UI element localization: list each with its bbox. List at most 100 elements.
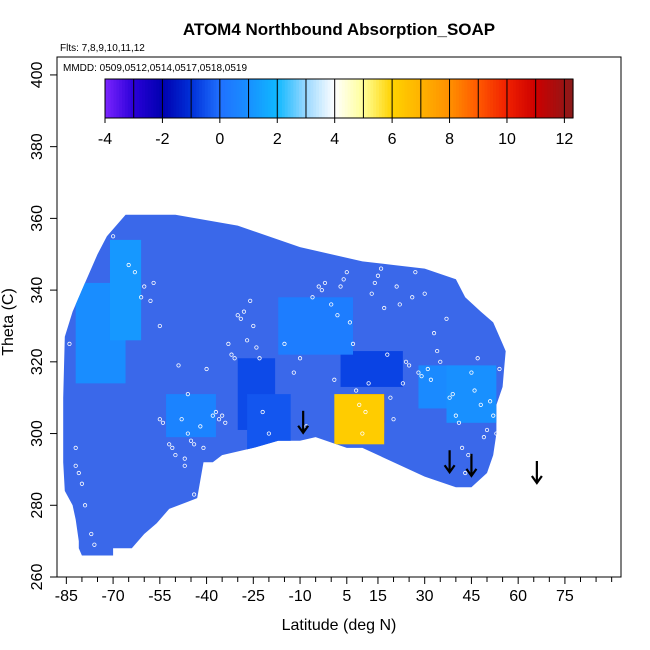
observation-point — [282, 341, 287, 346]
observation-point — [73, 463, 78, 468]
observation-point — [297, 356, 303, 361]
y-tick-label: 280 — [29, 492, 46, 519]
observation-point — [310, 295, 315, 300]
colorbar-swatch — [153, 79, 157, 118]
field-cell — [247, 394, 291, 452]
observation-point — [357, 402, 362, 407]
observation-point — [273, 445, 278, 450]
observation-point — [157, 323, 162, 329]
y-tick-label: 400 — [29, 61, 46, 88]
observation-point — [291, 370, 296, 375]
observation-point — [210, 413, 215, 418]
colorbar-swatch — [187, 79, 192, 118]
colorbar-swatch — [207, 79, 212, 118]
colorbar-swatch — [167, 79, 172, 118]
observation-point — [407, 363, 412, 368]
colorbar-swatch — [387, 79, 391, 118]
colorbar-swatch — [324, 79, 329, 118]
colorbar-swatch — [301, 79, 306, 118]
colorbar-swatch — [530, 79, 534, 118]
flight-arrow — [465, 453, 478, 478]
colorbar-swatch — [396, 79, 400, 118]
x-tick-label: -85 — [55, 588, 78, 605]
observation-point — [450, 392, 455, 397]
colorbar-swatch — [535, 79, 540, 118]
observation-point — [435, 348, 440, 354]
observation-point — [254, 345, 259, 350]
observation-point — [469, 370, 474, 375]
colorbar-swatch — [130, 79, 135, 118]
observation-point — [403, 359, 409, 364]
observation-point — [244, 338, 250, 343]
colorbar-swatch — [350, 79, 354, 118]
colorbar-swatch — [230, 79, 235, 118]
colorbar-swatch — [384, 79, 389, 118]
observation-point — [372, 280, 377, 286]
colorbar-swatch — [456, 79, 460, 118]
colorbar-swatch — [430, 79, 434, 118]
colorbar-swatch — [524, 79, 528, 118]
colorbar-swatch — [170, 79, 175, 118]
colorbar-swatch — [533, 79, 537, 118]
observation-point — [126, 262, 131, 268]
observation-point — [132, 270, 138, 275]
observation-point — [139, 295, 144, 300]
colorbar-swatch — [222, 79, 226, 118]
colorbar-swatch — [176, 79, 180, 118]
colorbar-swatch — [321, 79, 326, 118]
colorbar-swatch — [224, 79, 229, 118]
colorbar-swatch — [290, 79, 294, 118]
colorbar-swatch — [555, 79, 560, 118]
colorbar-swatch — [136, 79, 140, 118]
observation-point — [363, 409, 368, 415]
observation-point — [484, 427, 490, 433]
colorbar-swatch — [453, 79, 457, 118]
colorbar-swatch — [347, 79, 352, 118]
observation-point — [431, 331, 437, 336]
colorbar-swatch — [547, 79, 551, 118]
colorbar-swatch — [142, 79, 146, 118]
observation-point — [182, 456, 187, 461]
observation-point — [497, 366, 502, 372]
observation-point — [160, 420, 166, 425]
observation-point — [494, 431, 499, 436]
colorbar-swatch — [210, 79, 215, 118]
observation-point — [400, 381, 405, 386]
colorbar-tick-label: -4 — [98, 131, 112, 148]
observation-point — [428, 377, 434, 382]
observation-point — [438, 359, 443, 364]
colorbar-swatch — [473, 79, 477, 118]
colorbar-swatch — [484, 79, 488, 118]
colorbar-swatch — [127, 79, 132, 118]
colorbar-swatch — [113, 79, 118, 118]
observation-point — [444, 316, 449, 321]
colorbar-swatch — [259, 79, 263, 118]
observation-point — [142, 284, 147, 289]
colorbar-swatch — [410, 79, 414, 118]
observation-point — [82, 503, 88, 508]
x-tick-label: -10 — [288, 588, 311, 605]
y-tick-label: 260 — [29, 564, 46, 591]
y-tick-label: 320 — [29, 348, 46, 375]
observation-point — [453, 413, 458, 418]
observation-point — [192, 492, 197, 497]
plot-frame — [56, 56, 622, 578]
y-tick-label: 300 — [29, 420, 46, 447]
colorbar-swatch — [256, 79, 260, 118]
colorbar-swatch — [495, 79, 500, 118]
colorbar-swatch — [407, 79, 411, 118]
colorbar-swatch — [144, 79, 149, 118]
colorbar-swatch — [281, 79, 286, 118]
colorbar-swatch — [567, 79, 571, 118]
colorbar-tick-label: 8 — [445, 131, 454, 148]
colorbar-swatch — [319, 79, 323, 118]
observation-point — [447, 395, 452, 400]
colorbar-swatch — [107, 79, 112, 118]
observation-point — [148, 298, 153, 303]
observation-point — [188, 438, 194, 443]
colorbar-swatch — [293, 79, 297, 118]
colorbar-swatch — [436, 79, 440, 118]
observation-point — [173, 452, 178, 458]
observation-point — [478, 402, 483, 407]
